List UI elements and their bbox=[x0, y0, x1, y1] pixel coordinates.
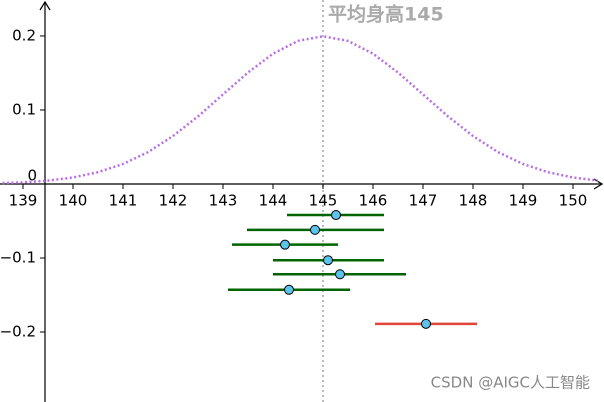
interval-center bbox=[421, 318, 431, 329]
x-tick-label: 149 bbox=[509, 191, 538, 209]
y-tick-label: −0.2 bbox=[0, 322, 36, 340]
interval-center bbox=[323, 255, 333, 266]
x-tick-label: 141 bbox=[109, 191, 138, 209]
reference-label: 平均身高145 bbox=[328, 3, 444, 26]
y-tick-label: 0.1 bbox=[12, 100, 36, 118]
interval-center bbox=[331, 210, 341, 221]
x-tick-label: 147 bbox=[409, 191, 438, 209]
x-tick-label: 142 bbox=[159, 191, 188, 209]
x-tick-label: 150 bbox=[559, 191, 588, 209]
interval-center bbox=[310, 224, 320, 235]
x-tick-label: 140 bbox=[59, 191, 88, 209]
y-tick-label: −0.1 bbox=[0, 248, 36, 266]
interval-center bbox=[280, 239, 290, 250]
x-tick-label: 144 bbox=[259, 191, 288, 209]
x-tick-label: 139 bbox=[9, 191, 38, 209]
x-tick-label: 146 bbox=[359, 191, 388, 209]
x-tick-label: 145 bbox=[309, 191, 338, 209]
y-axis-arrow bbox=[39, 0, 51, 11]
x-tick-label: 148 bbox=[459, 191, 488, 209]
y-tick-label: 0.2 bbox=[12, 26, 36, 44]
watermark: CSDN @AIGC人工智能 bbox=[431, 374, 590, 392]
interval-center bbox=[335, 269, 345, 280]
interval-center bbox=[284, 284, 294, 295]
y-tick-label: 0 bbox=[27, 166, 37, 184]
x-tick-label: 143 bbox=[209, 191, 238, 209]
density-curve bbox=[0, 35, 599, 185]
x-axis-arrow bbox=[593, 178, 604, 190]
